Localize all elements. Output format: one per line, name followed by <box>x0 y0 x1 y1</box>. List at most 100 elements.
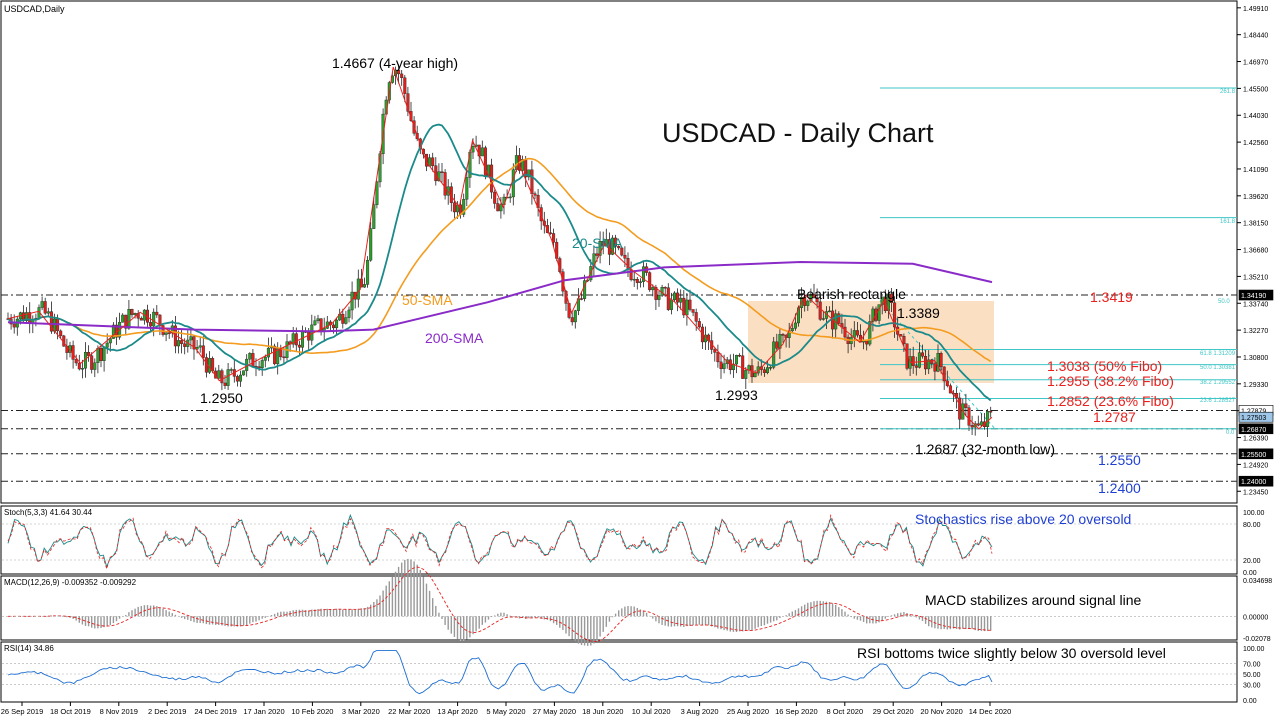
x-tick-label-19: 20 Nov 2020 <box>920 707 963 716</box>
candle-body-211 <box>660 287 664 296</box>
candle-body-296 <box>924 356 928 370</box>
candle-body-304 <box>948 385 952 394</box>
sma50-line <box>7 157 992 363</box>
candle-body-83 <box>263 356 267 361</box>
candle-body-126 <box>397 69 401 75</box>
price-tick-label-10: 1.35210 <box>1243 274 1268 281</box>
candle-body-255 <box>797 307 801 324</box>
candle-body-230 <box>719 361 723 369</box>
price-tick-label-1: 1.48440 <box>1243 33 1268 40</box>
candle-body-72 <box>229 369 233 371</box>
candle-body-130 <box>409 111 413 121</box>
fib-label-50: 50.0 1.30381 <box>1200 365 1236 371</box>
macd-note: MACD stabilizes around signal line <box>925 592 1142 608</box>
level-label-23-fibo: 1.2852 (23.6% Fibo) <box>1047 393 1174 409</box>
price-tick-label-13: 1.30800 <box>1243 355 1268 362</box>
candle-body-88 <box>279 348 283 358</box>
rsi-tick-4: 0.00 <box>1243 698 1257 705</box>
candle-body-281 <box>877 304 881 321</box>
candle-body-140 <box>440 171 444 173</box>
candle-body-279 <box>871 308 875 322</box>
candle-body-248 <box>775 341 779 349</box>
stoch-header: Stoch(5,3,3) 41.64 30.44 <box>4 508 93 517</box>
x-tick-label-8: 22 Mar 2020 <box>388 707 430 716</box>
candle-body-219 <box>685 299 689 316</box>
candle-body-129 <box>406 93 410 112</box>
candle-body-274 <box>855 330 859 336</box>
rsi-header: RSI(14) 34.86 <box>4 644 54 653</box>
candle-body-27 <box>90 355 94 370</box>
candle-body-202 <box>632 278 636 281</box>
candle-body-57 <box>183 343 187 347</box>
candle-body-235 <box>735 354 739 365</box>
chart-title: USDCAD - Daily Chart <box>662 118 934 148</box>
label-20-sma: 20-SMA <box>572 235 623 251</box>
rsi-note: RSI bottoms twice slightly below 30 over… <box>857 645 1166 661</box>
candle-body-81 <box>257 366 261 369</box>
price-tag-box-2 <box>1238 411 1274 423</box>
stoch-tick-3: 0.00 <box>1243 570 1257 577</box>
candle-body-223 <box>697 321 701 328</box>
annotation-1-3389: 1.3389 <box>897 305 940 321</box>
candle-body-17 <box>59 330 63 337</box>
candle-body-56 <box>180 340 184 344</box>
fib-label-161: 161.8 <box>1220 219 1236 225</box>
candle-body-135 <box>425 153 429 167</box>
candle-body-12 <box>43 301 47 314</box>
candle-body-24 <box>80 368 84 370</box>
price-tick-label-3: 1.45500 <box>1243 86 1268 93</box>
macd-tick-0: 0.034698 <box>1243 578 1272 585</box>
candle-body-153 <box>480 147 484 157</box>
candle-body-50 <box>161 325 165 335</box>
candle-body-210 <box>657 295 661 300</box>
candle-body-84 <box>266 347 270 358</box>
candle-body-309 <box>964 403 968 408</box>
candle-body-214 <box>669 299 673 310</box>
level-label-1-2550: 1.2550 <box>1098 452 1141 468</box>
candle-body-2 <box>12 323 16 328</box>
candle-body-190 <box>595 253 599 256</box>
candle-body-204 <box>638 281 642 283</box>
candle-body-37 <box>121 314 125 323</box>
candle-body-306 <box>955 393 959 399</box>
fib-label-50-top: 50.0 <box>1218 299 1230 305</box>
sma20-line <box>7 123 992 402</box>
rsi-main-line <box>7 650 993 695</box>
candle-body-116 <box>366 259 370 285</box>
stoch-note: Stochastics rise above 20 oversold <box>915 511 1131 527</box>
candle-body-43 <box>139 318 143 321</box>
candle-body-220 <box>688 299 692 310</box>
candle-body-105 <box>332 324 336 329</box>
candle-body-127 <box>400 73 404 78</box>
candle-body-63 <box>201 345 205 358</box>
candle-body-99 <box>313 320 317 326</box>
candle-body-141 <box>443 172 447 196</box>
macd-header: MACD(12,26,9) -0.009352 -0.009292 <box>4 578 137 587</box>
x-tick-label-10: 5 May 2020 <box>486 707 525 716</box>
candle-body-157 <box>493 191 497 204</box>
candle-body-182 <box>570 317 574 323</box>
candle-body-314 <box>979 421 983 426</box>
candle-body-257 <box>803 297 807 306</box>
stoch-tick-1: 80.00 <box>1243 522 1261 529</box>
candle-body-97 <box>307 331 311 341</box>
candle-body-288 <box>899 334 903 337</box>
x-tick-label-9: 13 Apr 2020 <box>437 707 477 716</box>
candle-body-38 <box>124 314 128 329</box>
candle-body-176 <box>552 233 556 243</box>
candle-body-301 <box>939 352 943 368</box>
candle-body-233 <box>728 359 732 371</box>
fib-label-0: 0.0 <box>1226 430 1235 436</box>
axes: 1.49910 1.48440 1.46970 1.45500 1.44030 1.425… <box>1 6 1274 716</box>
x-tick-label-1: 18 Oct 2019 <box>50 707 91 716</box>
price-tick-label-2: 1.46970 <box>1243 60 1268 67</box>
candle-body-39 <box>127 309 131 329</box>
candle-body-183 <box>573 310 577 323</box>
candle-body-147 <box>462 199 466 215</box>
x-tick-label-5: 17 Jan 2020 <box>243 707 284 716</box>
candle-body-78 <box>248 353 252 360</box>
candle-body-277 <box>865 340 869 345</box>
price-tick-label-18: 1.23450 <box>1243 489 1268 496</box>
candle-body-254 <box>793 322 797 329</box>
